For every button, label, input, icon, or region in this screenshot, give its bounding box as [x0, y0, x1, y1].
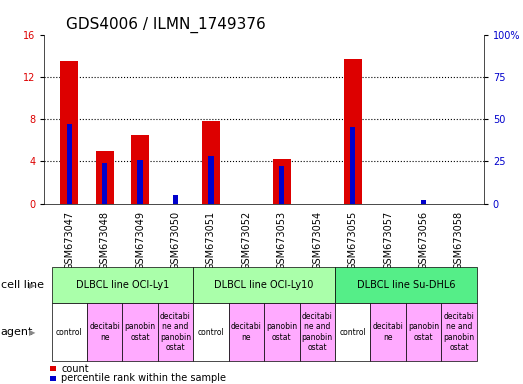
- Text: ▶: ▶: [29, 281, 36, 290]
- Text: count: count: [61, 364, 89, 374]
- Bar: [279, 166, 285, 204]
- Text: agent: agent: [1, 327, 33, 337]
- Text: control: control: [56, 328, 83, 337]
- Text: cell line: cell line: [1, 280, 43, 290]
- Bar: [173, 195, 178, 204]
- Bar: [131, 135, 149, 204]
- Bar: [102, 163, 107, 204]
- Text: DLBCL line Su-DHL6: DLBCL line Su-DHL6: [357, 280, 455, 290]
- Text: decitabi
ne: decitabi ne: [373, 323, 404, 342]
- Text: panobin
ostat: panobin ostat: [266, 323, 298, 342]
- Bar: [208, 156, 213, 204]
- Bar: [202, 121, 220, 204]
- Text: GDS4006 / ILMN_1749376: GDS4006 / ILMN_1749376: [66, 17, 266, 33]
- Text: percentile rank within the sample: percentile rank within the sample: [61, 373, 226, 383]
- Bar: [138, 160, 143, 204]
- Text: ▶: ▶: [29, 328, 36, 337]
- Text: decitabi
ne: decitabi ne: [231, 323, 262, 342]
- Bar: [344, 59, 361, 204]
- Bar: [66, 124, 72, 204]
- Text: control: control: [198, 328, 224, 337]
- Text: decitabi
ne: decitabi ne: [89, 323, 120, 342]
- Bar: [273, 159, 291, 204]
- Bar: [60, 61, 78, 204]
- Bar: [421, 200, 426, 204]
- Text: DLBCL line OCI-Ly1: DLBCL line OCI-Ly1: [76, 280, 169, 290]
- Text: decitabi
ne and
panobin
ostat: decitabi ne and panobin ostat: [302, 312, 333, 352]
- Bar: [96, 151, 113, 204]
- Bar: [350, 127, 355, 204]
- Text: decitabi
ne and
panobin
ostat: decitabi ne and panobin ostat: [160, 312, 191, 352]
- Text: panobin
ostat: panobin ostat: [408, 323, 439, 342]
- Text: panobin
ostat: panobin ostat: [124, 323, 156, 342]
- Text: control: control: [339, 328, 366, 337]
- Text: DLBCL line OCI-Ly10: DLBCL line OCI-Ly10: [214, 280, 314, 290]
- Text: decitabi
ne and
panobin
ostat: decitabi ne and panobin ostat: [444, 312, 474, 352]
